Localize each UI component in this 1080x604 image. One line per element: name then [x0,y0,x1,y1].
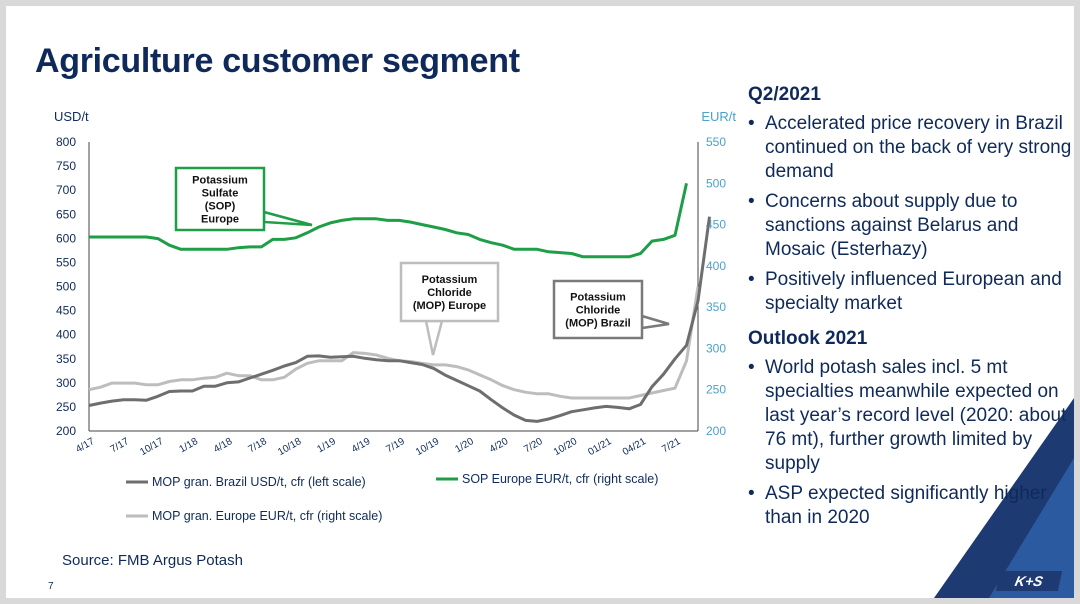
x-axis-tick-label: 7/18 [246,436,269,455]
x-axis-tick-label: 10/17 [138,436,166,458]
left-axis-tick-label: 700 [56,183,76,197]
annotation-pointer [424,319,444,356]
left-axis-tick-label: 250 [56,400,76,414]
left-axis-tick-label: 350 [56,352,76,366]
x-axis-tick-label: 1/18 [178,436,201,455]
annotation-label: Potassium [570,292,626,304]
left-axis-tick-label: 500 [56,280,76,294]
series-line-0 [88,216,711,423]
annotation-box [399,261,500,323]
annotation-label: Potassium [192,175,248,187]
x-axis-tick-label: 7/19 [384,436,407,455]
left-axis-tick-label: 400 [56,328,76,342]
legend-label: SOP Europe EUR/t, cfr (right scale) [462,472,658,486]
outlook-bullet-list: World potash sales incl. 5 mt specialtie… [748,356,1074,530]
x-axis-tick-label: 4/18 [212,436,235,455]
annotation-label: (SOP) [205,201,236,213]
legend-label: MOP gran. Europe EUR/t, cfr (right scale… [152,509,382,523]
x-axis-tick-label: 4/19 [350,436,373,455]
annotation-pointer [262,210,313,227]
right-axis-tick-label: 300 [706,341,726,355]
x-axis-tick-label: 7/17 [109,436,132,455]
x-axis-tick-label: 01/21 [586,436,614,458]
right-axis-tick-label: 550 [706,135,726,149]
annotation-box [174,166,266,232]
right-axis-tick-label: 350 [706,300,726,314]
annotation-pointer [640,314,670,330]
commentary-panel: Q2/2021 Accelerated price recovery in Br… [748,84,1074,536]
x-axis-tick-label: 1/20 [453,436,476,455]
legend-label: MOP gran. Brazil USD/t, cfr (left scale) [152,475,366,489]
right-axis-tick-label: 250 [706,383,726,397]
annotation-label: (MOP) Europe [413,300,486,312]
price-chart: USD/t EUR/t 200 250 300 350 400 450 500 550 600 650… [54,109,736,523]
x-axis-tick-label: 10/18 [276,436,304,458]
x-axis-tick-label: 4/17 [74,436,97,455]
annotation-label: Potassium [422,274,478,286]
q2-heading: Q2/2021 [748,84,821,105]
annotation-label: (MOP) Brazil [565,318,630,330]
x-axis-tick-label: 4/20 [488,436,511,455]
outlook-heading: Outlook 2021 [748,328,868,349]
left-axis-tick-label: 600 [56,231,76,245]
left-axis-tick-label: 300 [56,376,76,390]
source-note: Source: FMB Argus Potash [62,552,243,569]
annotation-label: Sulfate [202,188,239,200]
x-axis-tick-label: 10/20 [552,436,580,458]
q2-bullet-list: Accelerated price recovery in Brazil con… [748,112,1074,316]
right-axis-tick-label: 450 [706,218,726,232]
slide: Agriculture customer segment USD/t EUR/t 2… [6,6,1074,598]
page-title: Agriculture customer segment [35,42,520,80]
right-axis-label: EUR/t [701,109,736,124]
right-axis-tick-label: 200 [706,424,726,438]
x-axis-tick-label: 04/21 [621,436,649,458]
x-axis-tick-label: 10/19 [414,436,442,458]
q2-bullet: Accelerated price recovery in Brazil con… [748,112,1074,184]
company-logo: K+S [995,571,1063,591]
q2-bullet: Positively influenced European and speci… [748,268,1074,316]
right-axis-tick-label: 500 [706,176,726,190]
right-axis-tick-label: 400 [706,259,726,273]
left-axis-tick-label: 450 [56,304,76,318]
left-axis-label: USD/t [54,109,89,124]
x-axis-tick-label: 7/21 [660,436,683,455]
x-axis-tick-label: 1/19 [315,436,338,455]
annotation-label: Chloride [576,305,621,317]
annotation-box [552,279,644,340]
q2-bullet: Concerns about supply due to sanctions a… [748,190,1074,262]
left-axis-tick-label: 550 [56,255,76,269]
outlook-bullet: ASP expected significantly higher than i… [748,482,1074,530]
left-axis-tick-label: 650 [56,207,76,221]
annotation-label: Europe [201,214,239,226]
left-axis-tick-label: 200 [56,424,76,438]
annotation-label: Chloride [427,287,472,299]
left-axis-tick-label: 800 [56,135,76,149]
left-axis-tick-label: 750 [56,159,76,173]
outlook-bullet: World potash sales incl. 5 mt specialtie… [748,356,1074,476]
page-number: 7 [48,581,54,592]
x-axis-tick-label: 7/20 [522,436,545,455]
series-line-1 [89,182,688,259]
